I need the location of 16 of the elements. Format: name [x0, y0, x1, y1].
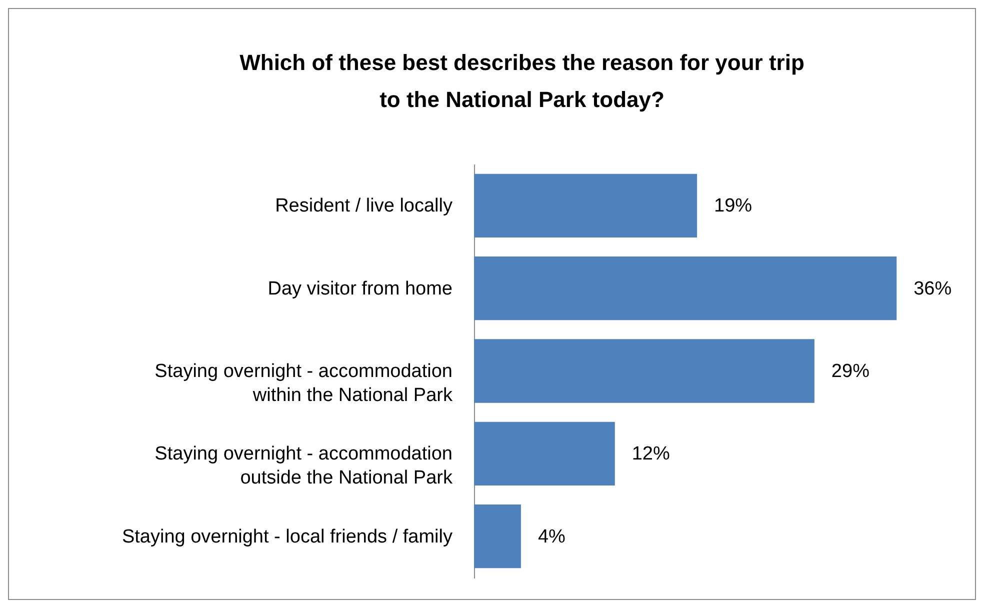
data-label: 36%	[914, 278, 952, 300]
data-label: 29%	[831, 361, 870, 382]
bar	[474, 422, 615, 486]
bar	[474, 256, 897, 320]
y-tick-label: Resident / live locally	[275, 196, 453, 217]
y-tick-label: Staying overnight - local friends / family	[122, 526, 453, 548]
chart-title: Which of these best describes the reason for your trip to the National Park today?	[240, 50, 804, 112]
y-tick-label: Staying overnight - accommodation within the National Park	[154, 361, 453, 406]
y-tick-label: Day visitor from home	[268, 278, 452, 300]
data-label: 12%	[632, 444, 670, 465]
bar	[474, 504, 521, 568]
bar	[474, 174, 698, 238]
bar	[474, 339, 814, 403]
data-label: 19%	[714, 196, 752, 217]
data-label: 4%	[538, 526, 566, 548]
y-tick-label: Staying overnight - accommodation outside the National Park	[154, 444, 453, 489]
